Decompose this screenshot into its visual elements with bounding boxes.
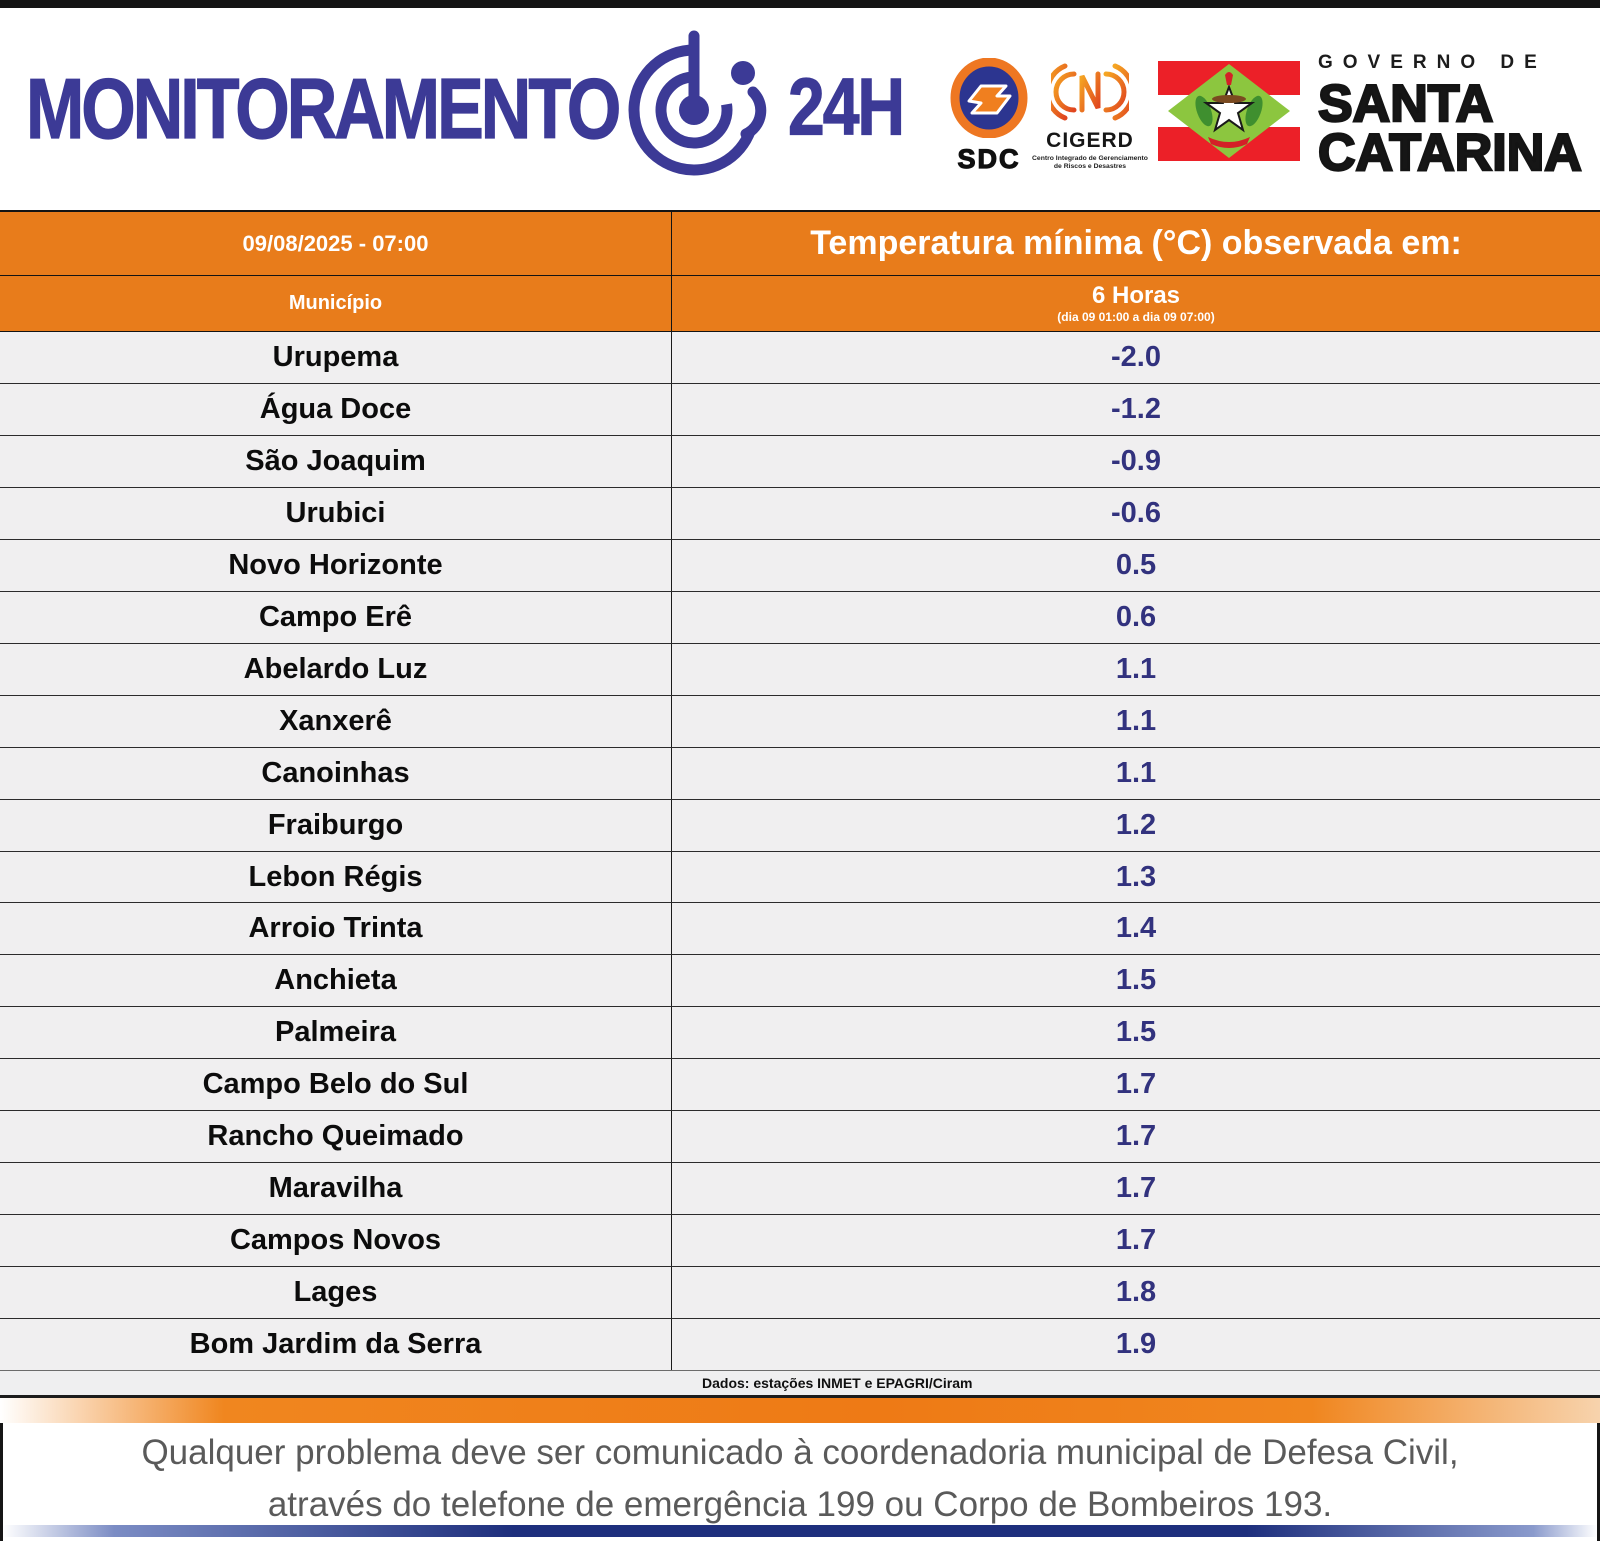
municipality-cell: Campos Novos — [0, 1215, 672, 1267]
municipality-cell: Campo Belo do Sul — [0, 1059, 672, 1111]
municipality-cell: Bom Jardim da Serra — [0, 1319, 672, 1371]
temperature-cell: 1.5 — [672, 955, 1600, 1007]
sdc-logo: SDC — [943, 57, 1035, 175]
municipality-cell: Urubici — [0, 487, 672, 539]
municipality-cell: Maravilha — [0, 1163, 672, 1215]
header: MONITORAMENTO 24H SDC — [0, 8, 1600, 210]
temperature-cell: -0.9 — [672, 435, 1600, 487]
governo-sc-wordmark: GOVERNO DE SANTA CATARINA — [1317, 52, 1583, 183]
table-row: Xanxerê 1.1 — [0, 695, 1600, 748]
temperature-cell: 1.5 — [672, 1007, 1600, 1059]
top-black-bar — [0, 0, 1600, 8]
temperature-cell: 1.3 — [672, 851, 1600, 903]
municipality-cell: Lebon Régis — [0, 851, 672, 903]
data-source-band: Dados: estações INMET e EPAGRI/Ciram — [0, 1370, 1600, 1398]
footer-line-1: Qualquer problema deve ser comunicado à … — [141, 1433, 1459, 1472]
header-period-cell: 6 Horas (dia 09 01:00 a dia 09 07:00) — [672, 276, 1600, 331]
table-header-row-2: Município 6 Horas (dia 09 01:00 a dia 09… — [0, 276, 1600, 332]
table-row: Campo Erê 0.6 — [0, 591, 1600, 644]
temperature-cell: 1.9 — [672, 1319, 1600, 1371]
footer-wrapper: Qualquer problema deve ser comunicado à … — [0, 1423, 1600, 1541]
table-row: Fraiburgo 1.2 — [0, 799, 1600, 852]
municipality-cell: Campo Erê — [0, 591, 672, 643]
report-datetime: 09/08/2025 - 07:00 — [242, 230, 429, 256]
temperature-cell: 1.7 — [672, 1059, 1600, 1111]
temperature-table: 09/08/2025 - 07:00 Temperatura mínima (°… — [0, 210, 1600, 1371]
temperature-cell: 1.1 — [672, 695, 1600, 747]
table-row: Maravilha 1.7 — [0, 1163, 1600, 1216]
municipality-cell: Anchieta — [0, 955, 672, 1007]
table-row: Água Doce -1.2 — [0, 383, 1600, 436]
temperature-cell: 1.1 — [672, 643, 1600, 695]
temperature-cell: 1.4 — [672, 903, 1600, 955]
municipality-cell: Novo Horizonte — [0, 539, 672, 591]
table-row: Bom Jardim da Serra 1.9 — [0, 1319, 1600, 1371]
table-row: Novo Horizonte 0.5 — [0, 539, 1600, 592]
sdc-emblem-icon — [950, 57, 1028, 139]
table-row: Campo Belo do Sul 1.7 — [0, 1059, 1600, 1112]
orange-divider-strip — [0, 1398, 1600, 1423]
temperature-cell: 1.7 — [672, 1163, 1600, 1215]
temperature-cell: -1.2 — [672, 383, 1600, 435]
header-datetime-cell: 09/08/2025 - 07:00 — [0, 212, 672, 275]
data-source-note: Dados: estações INMET e EPAGRI/Ciram — [702, 1375, 973, 1391]
logo-24h-text: 24H — [787, 61, 905, 152]
header-municipio-cell: Município — [0, 276, 672, 331]
column-header-period: 6 Horas — [1091, 281, 1181, 309]
table-row: Palmeira 1.5 — [0, 1007, 1600, 1060]
municipality-cell: Fraiburgo — [0, 799, 672, 851]
temperature-cell: -0.6 — [672, 487, 1600, 539]
table-row: Rancho Queimado 1.7 — [0, 1111, 1600, 1164]
temperature-cell: 0.5 — [672, 539, 1600, 591]
table-row: Anchieta 1.5 — [0, 955, 1600, 1008]
header-title-cell: Temperatura mínima (°C) observada em: — [672, 212, 1600, 275]
municipality-cell: Arroio Trinta — [0, 903, 672, 955]
cigerd-logo: CIGERD Centro Integrado de Gerenciamento… — [1032, 60, 1148, 172]
temperature-cell: -2.0 — [672, 332, 1600, 383]
municipality-cell: Urupema — [0, 332, 672, 383]
temperature-cell: 1.2 — [672, 799, 1600, 851]
table-body: Urupema -2.0 Água Doce -1.2 São Joaquim -0.9 U… — [0, 332, 1600, 1371]
monitoramento-logo-text: MONITORAMENTO — [25, 61, 621, 157]
table-row: Campos Novos 1.7 — [0, 1215, 1600, 1268]
footer: Qualquer problema deve ser comunicado à … — [3, 1423, 1597, 1525]
santa-text: SANTA — [1317, 75, 1495, 133]
table-row: Lebon Régis 1.3 — [0, 851, 1600, 904]
municipality-cell: Lages — [0, 1267, 672, 1319]
governo-de-text: GOVERNO DE — [1318, 52, 1547, 73]
table-row: Canoinhas 1.1 — [0, 747, 1600, 800]
cigerd-wave-icon — [1044, 63, 1136, 121]
footer-line-2: através do telefone de emergência 199 ou… — [267, 1485, 1333, 1524]
municipality-cell: Abelardo Luz — [0, 643, 672, 695]
municipality-cell: Xanxerê — [0, 695, 672, 747]
table-row: São Joaquim -0.9 — [0, 435, 1600, 488]
santa-catarina-flag — [1158, 61, 1300, 161]
cigerd-label: CIGERD — [1046, 129, 1134, 152]
radar-icon — [628, 30, 767, 176]
bottom-white-gap — [3, 1537, 1597, 1541]
municipality-cell: Água Doce — [0, 383, 672, 435]
table-title: Temperatura mínima (°C) observada em: — [810, 224, 1462, 262]
bottom-blue-bar — [3, 1525, 1597, 1537]
table-row: Abelardo Luz 1.1 — [0, 643, 1600, 696]
table-row: Lages 1.8 — [0, 1267, 1600, 1320]
column-header-municipio: Município — [288, 292, 383, 314]
catarina-text: CATARINA — [1317, 124, 1583, 183]
table-row: Urupema -2.0 — [0, 332, 1600, 384]
municipality-cell: Palmeira — [0, 1007, 672, 1059]
sdc-label: SDC — [957, 143, 1021, 174]
temperature-cell: 1.7 — [672, 1215, 1600, 1267]
column-header-period-sub: (dia 09 01:00 a dia 09 07:00) — [1057, 310, 1215, 325]
temperature-cell: 1.1 — [672, 747, 1600, 799]
municipality-cell: Rancho Queimado — [0, 1111, 672, 1163]
table-header-row-1: 09/08/2025 - 07:00 Temperatura mínima (°… — [0, 212, 1600, 276]
municipality-cell: Canoinhas — [0, 747, 672, 799]
temperature-cell: 1.8 — [672, 1267, 1600, 1319]
table-row: Arroio Trinta 1.4 — [0, 903, 1600, 956]
temperature-cell: 1.7 — [672, 1111, 1600, 1163]
cigerd-subtitle: Centro Integrado de Gerenciamento de Ris… — [1032, 155, 1148, 171]
municipality-cell: São Joaquim — [0, 435, 672, 487]
temperature-cell: 0.6 — [672, 591, 1600, 643]
table-row: Urubici -0.6 — [0, 487, 1600, 540]
